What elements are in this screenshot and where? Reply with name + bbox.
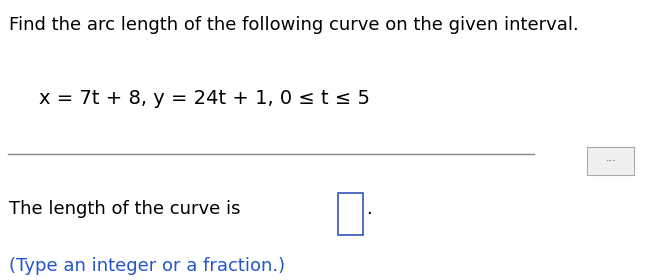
FancyBboxPatch shape [338, 193, 363, 235]
Text: (Type an integer or a fraction.): (Type an integer or a fraction.) [9, 256, 285, 275]
Text: .: . [366, 200, 372, 218]
Text: ···: ··· [606, 156, 616, 166]
Text: x = 7t + 8, y = 24t + 1, 0 ≤ t ≤ 5: x = 7t + 8, y = 24t + 1, 0 ≤ t ≤ 5 [39, 89, 370, 108]
Text: Find the arc length of the following curve on the given interval.: Find the arc length of the following cur… [9, 16, 578, 34]
Text: The length of the curve is: The length of the curve is [9, 200, 241, 218]
